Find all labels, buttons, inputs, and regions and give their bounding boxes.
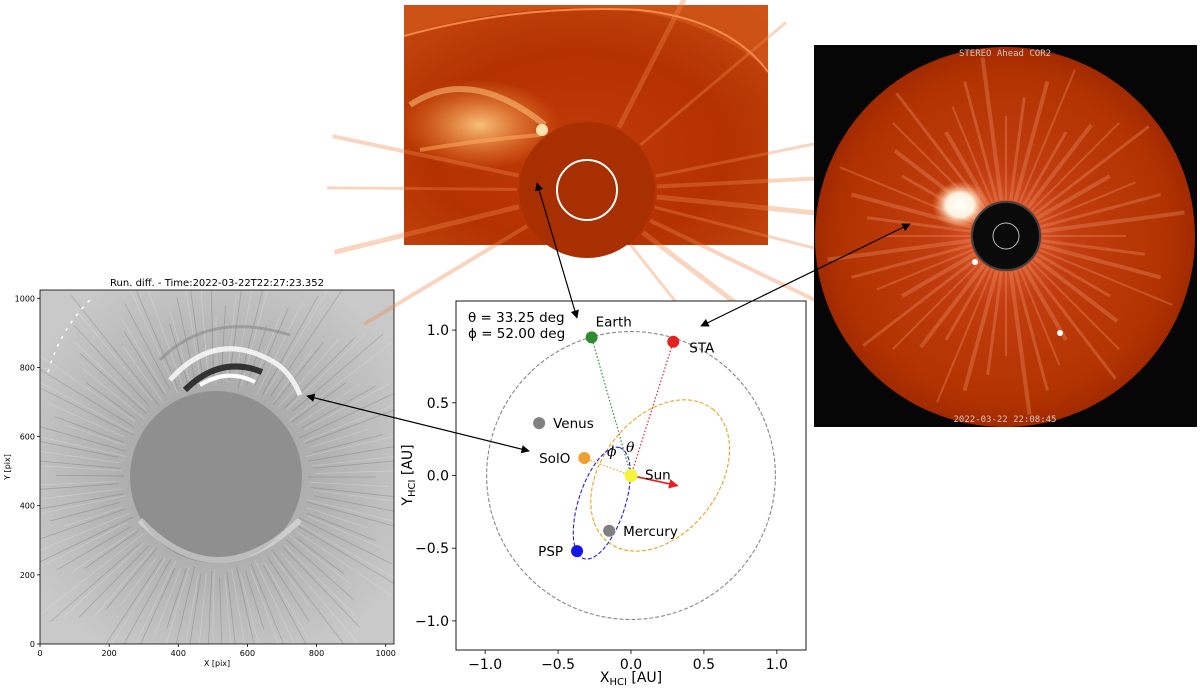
left-y-tick-label: 200 — [20, 571, 35, 580]
left-y-ticks: 0 200 400 600 800 1000 — [15, 294, 40, 649]
left-x-tick-label: 800 — [309, 649, 324, 658]
orbit-y-tick-label: 1.0 — [427, 323, 449, 339]
left-x-ticks: 0 200 400 600 800 1000 — [37, 644, 396, 658]
orbit-x-tick-label: 0.0 — [620, 657, 642, 673]
theta-angle-label: θ — [626, 440, 635, 456]
cor2-cme — [932, 181, 988, 229]
venus-marker — [533, 417, 546, 430]
orbit-y-tick-label: −1.0 — [415, 614, 449, 630]
orbit-y-axis-label: YHCI [AU] — [400, 444, 418, 506]
solo-marker — [578, 452, 591, 465]
arrow-earth-to-lasco — [535, 182, 579, 319]
orbit-y-tick-label: 0.5 — [427, 396, 449, 412]
left-x-tick-label: 200 — [102, 649, 117, 658]
sun-label: Sun — [645, 468, 671, 484]
orbit-paths — [486, 330, 776, 621]
venus-label: Venus — [553, 416, 594, 432]
left-y-tick-label: 800 — [20, 363, 35, 372]
earth-label: Earth — [596, 314, 632, 330]
orbit-y-ticks: −1.0 −0.5 0.0 0.5 1.0 — [415, 323, 456, 630]
cme-direction-arrow — [630, 474, 679, 489]
psp-marker — [571, 545, 584, 558]
phi-legend: ϕ = 52.00 deg — [468, 326, 565, 342]
orbit-x-ticks: −1.0 −0.5 0.0 0.5 1.0 — [468, 650, 788, 673]
cor2-streamers — [827, 57, 1185, 415]
running-difference-panel: Run. diff. - Time:2022-03-22T22:27:23.35… — [3, 278, 396, 668]
left-x-axis-label: X [pix] — [204, 659, 230, 668]
cor2-occulter — [971, 201, 1041, 271]
cor2-sun-circle — [992, 222, 1020, 250]
cor2-timestamp: 2022-03-22 22:08:45 — [954, 415, 1057, 425]
orbit-x-tick-label: 1.0 — [766, 657, 788, 673]
left-x-tick-label: 1000 — [376, 649, 396, 658]
sun-to-sta-line — [630, 341, 674, 476]
cor2-panel: STEREO Ahead COR2 2022-03-22 22:08:45 — [814, 45, 1197, 427]
left-y-axis-label: Y [pix] — [3, 454, 12, 481]
orbit-x-tick-label: 0.5 — [693, 657, 715, 673]
earth-orbit-path — [486, 330, 776, 621]
left-x-tick-label: 400 — [171, 649, 186, 658]
orbit-x-tick-label: −1.0 — [468, 657, 502, 673]
occulter-disk — [130, 391, 302, 563]
left-y-tick-label: 400 — [20, 502, 35, 511]
left-y-tick-label: 0 — [30, 640, 35, 649]
cross-panel-arrows — [306, 182, 911, 454]
orbit-x-axis-label: XHCI [AU] — [600, 670, 662, 688]
left-y-tick-label: 1000 — [15, 294, 35, 303]
arrow-sta-to-cor2 — [700, 223, 911, 327]
running-difference-image — [40, 290, 394, 644]
arrow-solo-to-left-panel — [306, 393, 530, 454]
psp-orbit-path — [572, 446, 631, 560]
theta-legend: θ = 33.25 deg — [468, 310, 565, 326]
connector-lines — [584, 337, 679, 489]
left-x-tick-label: 600 — [240, 649, 255, 658]
mercury-label: Mercury — [623, 524, 678, 540]
sta-label: STA — [689, 341, 715, 357]
left-y-tick-label: 600 — [20, 433, 35, 442]
lasco-panel — [326, 0, 847, 395]
sta-marker — [667, 335, 680, 348]
earth-marker — [585, 331, 598, 344]
sun-marker — [624, 469, 638, 482]
orbit-plot: Earth STA Venus SolO Sun Mercury PSP −1.0 −0.5 0… — [400, 300, 807, 688]
left-panel-title: Run. diff. - Time:2022-03-22T22:27:23.35… — [110, 278, 324, 289]
orbit-y-tick-label: −0.5 — [415, 541, 449, 557]
sun-to-solo-line — [584, 457, 632, 477]
celestial-bodies: Earth STA Venus SolO Sun Mercury PSP — [533, 314, 715, 560]
psp-label: PSP — [538, 544, 563, 560]
solo-label: SolO — [539, 451, 570, 467]
mercury-marker — [603, 524, 616, 537]
phi-angle-label: ϕ — [607, 444, 617, 460]
orbit-x-tick-label: −0.5 — [541, 657, 575, 673]
left-x-tick-label: 0 — [37, 649, 42, 658]
orbit-y-tick-label: 0.0 — [427, 469, 449, 485]
cor2-header: STEREO Ahead COR2 — [959, 49, 1051, 59]
sun-to-earth-line — [591, 337, 632, 476]
